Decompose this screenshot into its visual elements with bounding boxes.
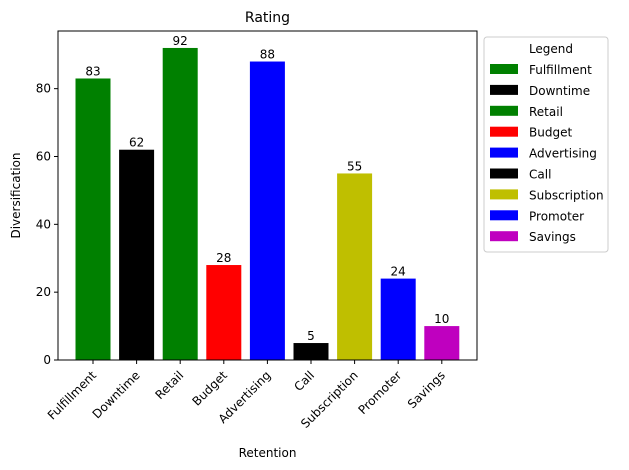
bar-value-label: 10 <box>434 312 449 326</box>
legend-swatch <box>490 84 518 95</box>
x-tick-label: Savings <box>405 368 448 411</box>
y-tick-label: 60 <box>36 149 51 163</box>
bar-fulfillment <box>75 78 111 361</box>
bar-value-label: 83 <box>85 64 100 78</box>
bar-value-label: 62 <box>129 136 144 150</box>
bar-value-label: 55 <box>347 159 362 173</box>
chart-title: Rating <box>245 10 290 26</box>
legend-entry-label: Promoter <box>529 209 584 223</box>
bar-promoter <box>380 278 416 360</box>
bar-value-label: 24 <box>391 265 406 279</box>
y-tick-label: 20 <box>36 285 51 299</box>
bar-savings <box>424 326 460 360</box>
bar-value-label: 92 <box>173 34 188 48</box>
legend-swatch <box>490 126 518 137</box>
legend-items: Fulfillment Downtime Retail Budget Advertisi… <box>490 63 604 244</box>
y-tick-label: 80 <box>36 82 51 96</box>
bar-value-label: 88 <box>260 48 275 62</box>
x-tick-label: Call <box>291 368 317 394</box>
x-tick-label: Downtime <box>90 368 143 421</box>
legend-entry-label: Retail <box>529 105 563 119</box>
bar-retail <box>162 47 198 360</box>
y-axis-label: Diversification <box>9 152 23 238</box>
y-tick-label: 0 <box>43 353 51 367</box>
x-tick-label: Budget <box>189 368 230 409</box>
bar-advertising <box>249 61 285 361</box>
bar-value-label: 28 <box>216 251 231 265</box>
legend-swatch <box>490 64 518 74</box>
bars-group <box>75 47 460 361</box>
bar-budget <box>206 265 242 360</box>
legend-title: Legend <box>529 42 573 56</box>
x-axis-label: Retention <box>239 446 297 460</box>
legend-swatch <box>490 168 518 179</box>
legend-entry-label: Budget <box>529 126 572 140</box>
legend-entry-label: Savings <box>529 230 576 244</box>
bar-subscription <box>337 173 373 360</box>
legend: Legend Fulfillment Downtime Retail Budget Ad… <box>483 36 609 253</box>
bar-call <box>293 343 329 360</box>
legend-swatch <box>490 147 518 158</box>
bar-downtime <box>119 149 155 360</box>
bar-value-label: 5 <box>307 329 315 343</box>
legend-entry-label: Subscription <box>529 188 604 202</box>
plot-frame <box>57 30 478 361</box>
y-tick-label: 40 <box>36 217 51 231</box>
x-tick-label: Retail <box>152 368 186 402</box>
legend-entry-label: Downtime <box>529 84 590 98</box>
y-axis: 0 20 40 60 80 <box>36 82 58 367</box>
legend-entry-label: Fulfillment <box>529 63 592 77</box>
legend-swatch <box>490 231 518 242</box>
legend-swatch <box>490 210 518 221</box>
legend-entry-label: Advertising <box>529 147 597 161</box>
x-tick-label: Promoter <box>355 368 404 417</box>
legend-swatch <box>490 189 518 200</box>
legend-entry-label: Call <box>529 168 551 182</box>
legend-swatch <box>490 105 518 116</box>
